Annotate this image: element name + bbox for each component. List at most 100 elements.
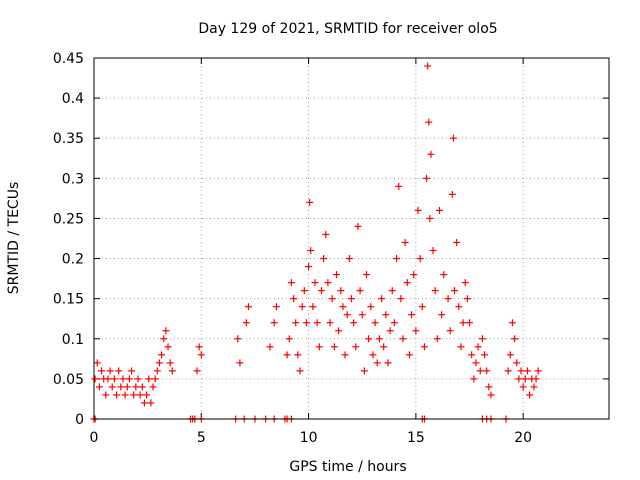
data-point bbox=[449, 134, 457, 142]
data-point bbox=[453, 239, 461, 247]
data-point bbox=[463, 295, 471, 303]
data-point bbox=[147, 399, 155, 407]
data-point bbox=[193, 367, 201, 375]
data-point bbox=[468, 351, 476, 359]
data-point bbox=[134, 375, 142, 383]
data-point bbox=[427, 150, 435, 158]
data-point bbox=[384, 359, 392, 367]
data-point bbox=[93, 359, 101, 367]
data-point bbox=[296, 367, 304, 375]
x-tick-label: 0 bbox=[90, 430, 99, 446]
data-point bbox=[433, 335, 441, 343]
data-point bbox=[330, 343, 338, 351]
data-point bbox=[300, 287, 308, 295]
x-tick-label: 10 bbox=[300, 430, 318, 446]
data-point bbox=[234, 335, 242, 343]
data-point bbox=[91, 375, 99, 383]
y-tick-label: 0.1 bbox=[62, 332, 84, 348]
data-point bbox=[429, 247, 437, 255]
data-point bbox=[354, 222, 362, 230]
data-point bbox=[106, 367, 114, 375]
data-point bbox=[523, 367, 531, 375]
data-point bbox=[138, 383, 146, 391]
data-point bbox=[466, 319, 474, 327]
data-point bbox=[305, 263, 313, 271]
y-tick-label: 0.25 bbox=[53, 211, 84, 227]
data-point bbox=[390, 319, 398, 327]
data-point bbox=[283, 351, 291, 359]
data-point bbox=[405, 351, 413, 359]
data-point bbox=[345, 255, 353, 263]
data-point bbox=[302, 319, 310, 327]
y-tick-label: 0.3 bbox=[62, 171, 84, 187]
data-point bbox=[485, 383, 493, 391]
data-point bbox=[358, 311, 366, 319]
data-point bbox=[521, 375, 529, 383]
data-point bbox=[104, 375, 112, 383]
data-point bbox=[113, 391, 121, 399]
data-point bbox=[508, 319, 516, 327]
data-point bbox=[115, 367, 123, 375]
data-point bbox=[378, 295, 386, 303]
data-point bbox=[472, 359, 480, 367]
data-point bbox=[418, 303, 426, 311]
data-point bbox=[360, 367, 368, 375]
data-point bbox=[461, 279, 469, 287]
data-point bbox=[438, 311, 446, 319]
data-point bbox=[272, 303, 280, 311]
data-point bbox=[151, 375, 159, 383]
x-tick-label: 20 bbox=[514, 430, 532, 446]
data-point bbox=[155, 359, 163, 367]
data-point bbox=[143, 391, 151, 399]
data-point bbox=[290, 295, 298, 303]
data-point bbox=[313, 319, 321, 327]
data-point bbox=[388, 287, 396, 295]
data-point bbox=[236, 359, 244, 367]
data-point bbox=[455, 303, 463, 311]
data-point bbox=[356, 287, 364, 295]
data-point bbox=[153, 367, 161, 375]
data-point bbox=[459, 319, 467, 327]
y-tick-label: 0 bbox=[75, 412, 84, 428]
data-point bbox=[307, 247, 315, 255]
data-point bbox=[328, 295, 336, 303]
data-point bbox=[513, 359, 521, 367]
data-point bbox=[326, 319, 334, 327]
data-point bbox=[399, 335, 407, 343]
data-point bbox=[162, 327, 170, 335]
data-point bbox=[195, 343, 203, 351]
data-point bbox=[397, 295, 405, 303]
y-tick-label: 0.15 bbox=[53, 292, 84, 308]
data-point bbox=[401, 239, 409, 247]
data-point bbox=[158, 351, 166, 359]
data-point bbox=[339, 303, 347, 311]
data-point bbox=[102, 391, 110, 399]
y-axis-label: SRMTID / TECUs bbox=[6, 182, 22, 295]
data-point bbox=[414, 206, 422, 214]
data-point bbox=[530, 383, 538, 391]
data-point bbox=[149, 383, 157, 391]
data-point bbox=[478, 335, 486, 343]
data-point bbox=[519, 383, 527, 391]
data-point bbox=[380, 343, 388, 351]
data-point bbox=[332, 271, 340, 279]
data-point bbox=[448, 190, 456, 198]
data-point bbox=[322, 230, 330, 238]
data-point bbox=[309, 303, 317, 311]
data-point bbox=[483, 367, 491, 375]
data-point bbox=[197, 351, 205, 359]
data-point bbox=[350, 319, 358, 327]
y-tick-label: 0.45 bbox=[53, 51, 84, 67]
chart-title: Day 129 of 2021, SRMTID for receiver olo… bbox=[198, 21, 497, 37]
data-point bbox=[242, 319, 250, 327]
y-tick-label: 0.4 bbox=[62, 91, 84, 107]
grid-layer bbox=[94, 58, 609, 419]
data-point bbox=[287, 279, 295, 287]
data-point bbox=[140, 399, 148, 407]
data-point bbox=[375, 335, 383, 343]
data-point bbox=[317, 287, 325, 295]
y-tick-label: 0.2 bbox=[62, 252, 84, 268]
data-point bbox=[315, 343, 323, 351]
data-point bbox=[365, 335, 373, 343]
